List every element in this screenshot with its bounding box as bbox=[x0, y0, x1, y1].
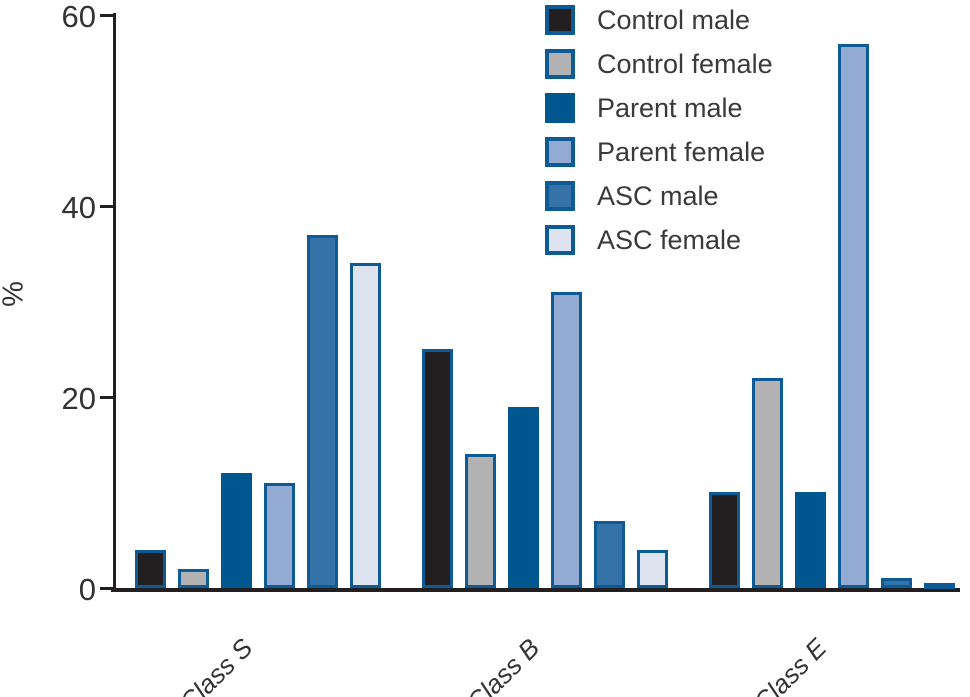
y-tick-label-40: 40 bbox=[61, 190, 96, 225]
bar-control-female-class-s bbox=[178, 569, 209, 588]
bar-control-male-class-s bbox=[135, 550, 166, 588]
y-tick-mark-20 bbox=[100, 395, 114, 399]
legend-item-parent-male: Parent male bbox=[545, 93, 773, 123]
legend-label-control-male: Control male bbox=[597, 4, 751, 35]
legend-item-asc-female: ASC female bbox=[545, 225, 773, 255]
y-tick-mark-40 bbox=[100, 204, 114, 208]
y-tick-mark-0 bbox=[100, 586, 114, 590]
y-tick-label-60: 60 bbox=[61, 0, 96, 34]
x-tick-label-class-e: Class E bbox=[747, 632, 833, 697]
legend-item-control-male: Control male bbox=[545, 5, 773, 35]
legend-swatch-asc-female bbox=[545, 225, 575, 255]
bar-control-male-class-e bbox=[709, 492, 740, 588]
bar-asc-male-class-e bbox=[881, 578, 912, 588]
x-tick-label-class-s: Class S bbox=[173, 632, 259, 697]
bar-parent-male-class-s bbox=[221, 473, 252, 588]
bar-parent-male-class-e bbox=[795, 492, 826, 588]
bar-asc-female-class-e bbox=[924, 583, 955, 589]
legend-swatch-parent-male bbox=[545, 93, 575, 123]
legend: Control male Control female Parent male Par… bbox=[545, 5, 773, 269]
x-axis bbox=[111, 588, 960, 592]
y-tick-label-0: 0 bbox=[78, 572, 96, 607]
bar-parent-female-class-s bbox=[264, 483, 295, 588]
legend-label-parent-female: Parent female bbox=[597, 136, 766, 167]
y-axis bbox=[113, 13, 116, 592]
y-tick-label-20: 20 bbox=[61, 381, 96, 416]
y-axis-label: % bbox=[0, 281, 30, 307]
legend-swatch-control-male bbox=[545, 5, 575, 35]
bar-asc-male-class-s bbox=[307, 235, 338, 588]
bar-parent-female-class-e bbox=[838, 44, 869, 588]
bar-parent-female-class-b bbox=[551, 292, 582, 588]
bar-control-female-class-b bbox=[465, 454, 496, 588]
legend-swatch-control-female bbox=[545, 49, 575, 79]
bar-asc-male-class-b bbox=[594, 521, 625, 588]
bar-control-female-class-e bbox=[752, 378, 783, 588]
x-tick-label-class-b: Class B bbox=[460, 632, 546, 697]
legend-label-asc-female: ASC female bbox=[597, 224, 742, 255]
bar-control-male-class-b bbox=[422, 349, 453, 588]
legend-label-asc-male: ASC male bbox=[597, 180, 719, 211]
bar-asc-female-class-s bbox=[350, 263, 381, 588]
legend-swatch-asc-male bbox=[545, 181, 575, 211]
bar-asc-female-class-b bbox=[637, 550, 668, 588]
legend-swatch-parent-female bbox=[545, 137, 575, 167]
legend-item-control-female: Control female bbox=[545, 49, 773, 79]
y-tick-mark-60 bbox=[100, 13, 114, 17]
legend-item-parent-female: Parent female bbox=[545, 137, 773, 167]
bar-parent-male-class-b bbox=[508, 407, 539, 588]
legend-label-control-female: Control female bbox=[597, 48, 773, 79]
legend-label-parent-male: Parent male bbox=[597, 92, 743, 123]
legend-item-asc-male: ASC male bbox=[545, 181, 773, 211]
